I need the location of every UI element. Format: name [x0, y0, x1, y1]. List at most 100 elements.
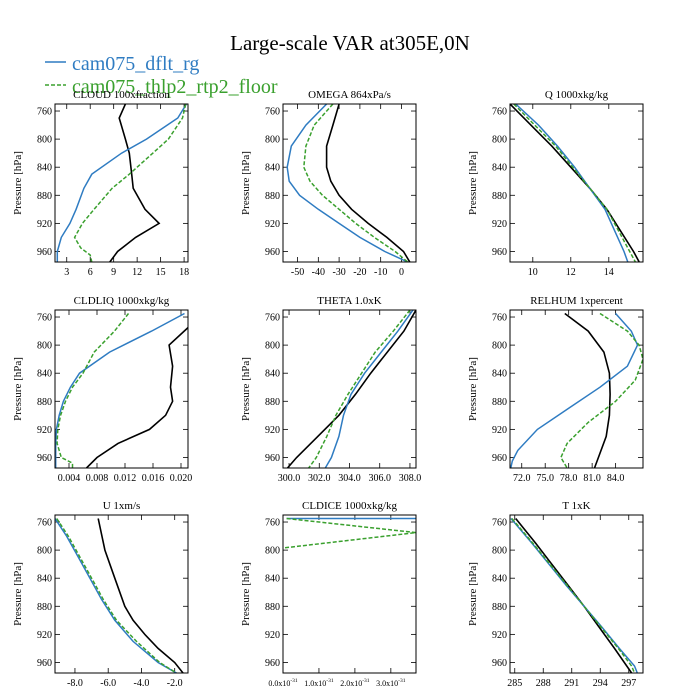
y-axis-label: Pressure [hPa] [467, 151, 479, 215]
y-tick-label: 760 [492, 107, 507, 118]
y-tick-label: 800 [492, 135, 507, 146]
y-tick-label: 760 [37, 107, 52, 118]
y-axis-label: Pressure [hPa] [240, 357, 252, 421]
series-line-dflt [55, 312, 185, 468]
series-line-dflt [55, 518, 177, 673]
plot-frame [509, 103, 644, 263]
series-line-thlp2 [511, 518, 636, 673]
x-tick-label: 18 [179, 267, 189, 278]
x-tick-label: 81.0 [583, 473, 601, 484]
panel-title: T 1xK [562, 500, 590, 512]
panel-title: Q 1000xkg/kg [545, 89, 609, 101]
panel-3: Q 1000xkg/kg Pressure [hPa] 760 800 840 880 92… [467, 89, 644, 278]
x-tick-label: 308.0 [399, 473, 422, 484]
panel-title: OMEGA 864xPa/s [308, 89, 391, 101]
x-tick-label: 0.0x10-31 [268, 678, 298, 688]
y-tick-label: 800 [492, 341, 507, 352]
series-line-thlp2 [56, 313, 130, 468]
y-tick-label: 760 [492, 518, 507, 529]
x-tick-label: 302.0 [308, 473, 331, 484]
panel-1: CLOUD 100xfraction Pressure [hPa] 760 800 84… [12, 89, 189, 278]
x-tick-label: 285 [507, 678, 522, 689]
y-tick-label: 880 [265, 602, 280, 613]
y-tick-label: 760 [37, 518, 52, 529]
y-tick-label: 760 [265, 313, 280, 324]
series-line-ref [564, 312, 611, 468]
series-line-dflt [510, 518, 638, 673]
series-line-thlp2 [560, 312, 643, 468]
panel-8: CLDICE 1000xkg/kg Pressure [hPa] 760 800 840… [240, 500, 417, 688]
x-tick-label: 304.0 [338, 473, 361, 484]
plot-frame [282, 103, 417, 263]
x-tick-label: -6.0 [100, 678, 116, 689]
y-tick-label: 880 [492, 602, 507, 613]
x-tick-label: -4.0 [134, 678, 150, 689]
series-line-ref [515, 517, 633, 673]
x-tick-label: -8.0 [67, 678, 83, 689]
y-axis-label: Pressure [hPa] [240, 151, 252, 215]
y-tick-label: 920 [37, 219, 52, 230]
y-tick-label: 920 [492, 425, 507, 436]
plot-frame [54, 514, 189, 674]
plot-frame [509, 309, 644, 469]
y-tick-label: 840 [492, 163, 507, 174]
panel-title: U 1xm/s [103, 500, 141, 512]
panel-5: THETA 1.0xK Pressure [hPa] 760 800 840 880 920… [240, 295, 421, 484]
x-tick-label: 2.0x10-31 [340, 678, 370, 688]
y-tick-label: 960 [492, 453, 507, 464]
panel-title: CLOUD 100xfraction [73, 89, 170, 101]
panel-2: OMEGA 864xPa/s Pressure [hPa] 760 800 840 880… [240, 89, 417, 278]
y-tick-label: 800 [37, 546, 52, 557]
x-tick-label: -10 [374, 267, 387, 278]
plot-frame [54, 103, 189, 263]
x-tick-label: 10 [528, 267, 538, 278]
x-tick-label: 300.0 [278, 473, 301, 484]
x-tick-label: 297 [621, 678, 636, 689]
y-tick-label: 800 [265, 546, 280, 557]
y-tick-label: 880 [37, 397, 52, 408]
y-tick-label: 800 [37, 135, 52, 146]
series-line-ref [85, 327, 188, 468]
x-tick-label: -30 [332, 267, 345, 278]
y-tick-label: 840 [37, 574, 52, 585]
panel-4: CLDLIQ 1000xkg/kg Pressure [hPa] 760 800 840… [12, 295, 192, 484]
x-tick-label: 3 [64, 267, 69, 278]
y-tick-label: 920 [265, 630, 280, 641]
x-tick-label: 78.0 [560, 473, 578, 484]
series-line-thlp2 [308, 310, 411, 468]
plot-frame [54, 309, 189, 469]
y-tick-label: 800 [265, 135, 280, 146]
y-tick-label: 880 [37, 191, 52, 202]
x-tick-label: 12 [132, 267, 142, 278]
series-line-ref [97, 518, 184, 673]
series-line-ref [286, 310, 416, 468]
series-line-ref [109, 104, 161, 262]
plot-frame [282, 514, 417, 674]
panel-title: CLDLIQ 1000xkg/kg [74, 295, 170, 307]
y-tick-label: 960 [37, 453, 52, 464]
y-tick-label: 920 [492, 219, 507, 230]
series-line-ref [510, 104, 640, 262]
x-tick-label: 0.016 [142, 473, 165, 484]
panel-title: RELHUM 1xpercent [530, 295, 623, 307]
panel-7: U 1xm/s Pressure [hPa] 760 800 840 880 920 960 -… [12, 500, 189, 689]
panel-title: CLDICE 1000xkg/kg [302, 500, 398, 512]
x-tick-label: 294 [593, 678, 608, 689]
y-tick-label: 840 [37, 369, 52, 380]
y-tick-label: 840 [37, 163, 52, 174]
x-tick-label: -40 [312, 267, 325, 278]
panel-title: THETA 1.0xK [317, 295, 382, 307]
panel-6: RELHUM 1xpercent Pressure [hPa] 760 800 840 8… [467, 295, 644, 484]
series-line-dflt [324, 310, 414, 468]
y-tick-label: 800 [265, 341, 280, 352]
panel-grid: CLOUD 100xfraction Pressure [hPa] 760 800 84… [12, 89, 644, 689]
x-tick-label: 12 [566, 267, 576, 278]
series-line-dflt [515, 104, 629, 262]
y-axis-label: Pressure [hPa] [467, 562, 479, 626]
legend-label-thlp2: cam075_thlp2_rtp2_floor [72, 76, 278, 98]
y-tick-label: 760 [37, 313, 52, 324]
y-tick-label: 920 [265, 425, 280, 436]
y-tick-label: 760 [265, 518, 280, 529]
y-tick-label: 920 [265, 219, 280, 230]
y-tick-label: 960 [265, 658, 280, 669]
